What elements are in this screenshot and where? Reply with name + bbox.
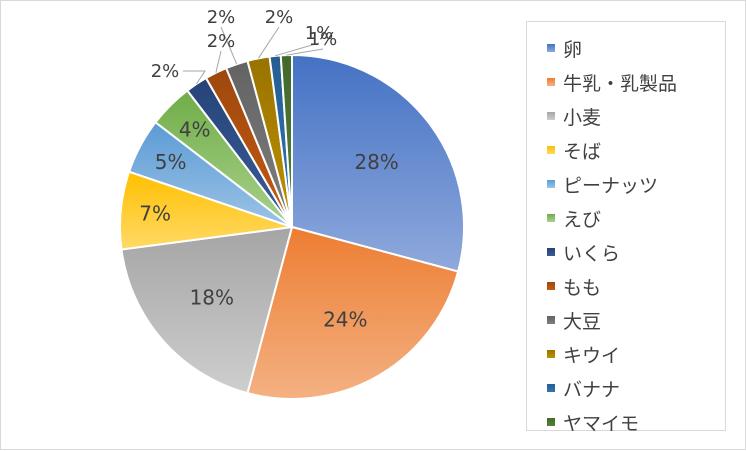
legend-swatch [547, 384, 555, 392]
data-labels: 28% 24% 18% 7% 5% 4% 2% 2% 2% 2% 1%1% [139, 7, 399, 331]
legend-label: そば [563, 140, 602, 163]
leader-line-12 [286, 48, 324, 56]
leader-line-10 [257, 26, 280, 59]
legend-item-5: ピーナッツ [547, 167, 725, 201]
legend-label: バナナ [563, 378, 621, 401]
legend-label: 卵 [563, 38, 583, 61]
legend-item-2: 牛乳・乳製品 [547, 65, 725, 99]
leader-line-7 [183, 70, 206, 85]
legend-item-9: 大豆 [547, 303, 725, 337]
legend-label: もも [563, 276, 602, 299]
legend-label: 牛乳・乳製品 [563, 72, 678, 95]
legend-item-8: もも [547, 269, 725, 303]
data-label-8: 2% [207, 31, 236, 52]
legend-label: ピーナッツ [563, 174, 659, 197]
legend-swatch [547, 282, 555, 290]
legend-swatch [547, 44, 555, 52]
legend-label: 小麦 [563, 106, 602, 129]
legend-swatch [547, 418, 555, 426]
legend-label: キウイ [563, 344, 621, 367]
legend-label: 大豆 [563, 310, 602, 333]
leader-line-9 [220, 26, 238, 65]
leader-line-8 [215, 50, 222, 73]
legend-swatch [547, 146, 555, 154]
leader-line-11 [274, 42, 320, 57]
legend-item-12: ヤマイモ [547, 405, 725, 439]
legend-swatch [547, 248, 555, 256]
legend-item-7: いくら [547, 235, 725, 269]
legend-item-11: バナナ [547, 371, 725, 405]
legend-item-4: そば [547, 133, 725, 167]
data-label-9: 2% [207, 7, 236, 28]
legend-item-6: えび [547, 201, 725, 235]
data-label-4: 7% [139, 202, 171, 226]
pie-slices [119, 53, 465, 400]
data-label-1: 28% [354, 150, 398, 174]
pie-slice-1 [291, 53, 465, 273]
legend-label: ヤマイモ [563, 412, 640, 435]
leader-lines [183, 26, 324, 85]
legend-item-1: 卵 [547, 31, 725, 65]
data-label-10: 2% [265, 7, 294, 28]
legend-label: えび [563, 208, 602, 231]
legend-swatch [547, 112, 555, 120]
data-label-7: 2% [151, 61, 180, 82]
data-label-11: 1% [305, 23, 334, 44]
data-label-6: 4% [179, 118, 211, 142]
data-label-5: 5% [155, 150, 187, 174]
pie-slice-3 [120, 225, 294, 395]
data-label-3: 18% [190, 285, 234, 309]
legend-item-10: キウイ [547, 337, 725, 371]
legend: 卵牛乳・乳製品 小麦そばピーナッツえびいくらもも大豆キウイバナナヤマイモ [526, 21, 726, 435]
legend-swatch [547, 350, 555, 358]
legend-swatch [547, 214, 555, 222]
legend-item-3: 小麦 [547, 99, 725, 133]
data-label-2: 24% [323, 307, 367, 331]
legend-label: いくら [563, 242, 621, 265]
legend-swatch [547, 180, 555, 188]
pie-slice-12 [279, 53, 293, 228]
data-label-12: 1% [309, 29, 338, 50]
legend-swatch [547, 78, 555, 86]
legend-swatch [547, 316, 555, 324]
pie-slice-2 [246, 225, 460, 400]
